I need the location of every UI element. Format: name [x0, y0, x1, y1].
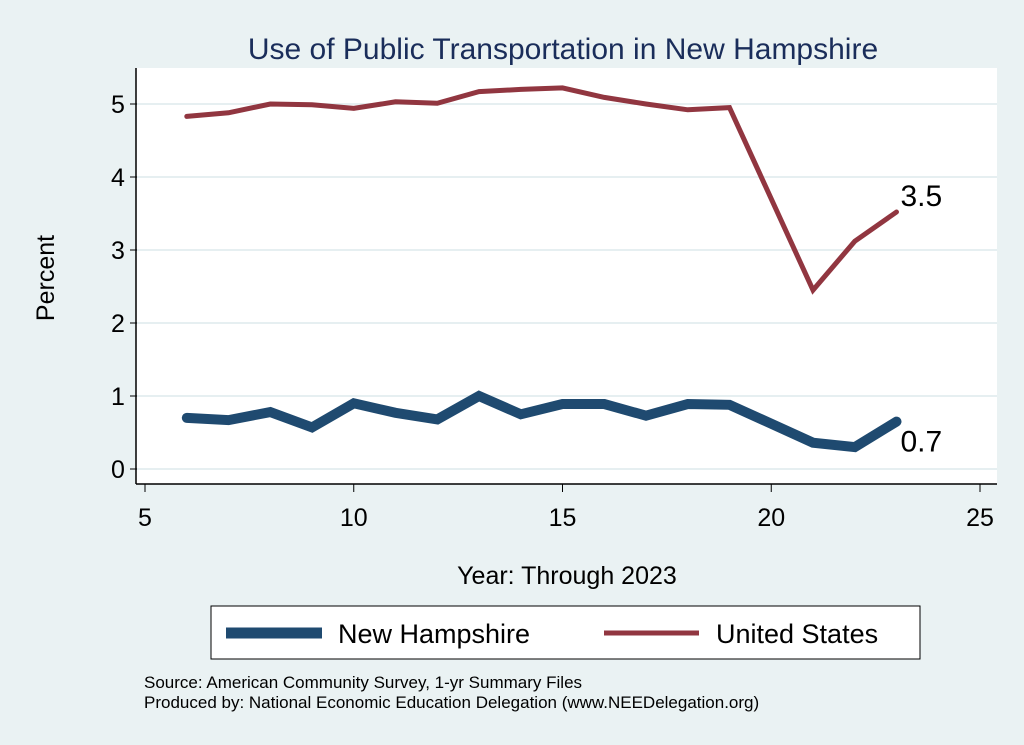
series-lines	[181, 85, 902, 453]
source-note: Source: American Community Survey, 1-yr …	[144, 673, 582, 692]
produced-by-note: Produced by: National Economic Education…	[144, 693, 759, 712]
legend-box	[210, 605, 921, 660]
axes	[135, 68, 997, 485]
x-axis-ticks: 5 10 15 20 25	[138, 484, 994, 532]
legend: New Hampshire United States	[210, 605, 921, 660]
legend-label-new-hampshire: New Hampshire	[338, 619, 530, 649]
x-tick-label-15: 15	[549, 504, 577, 532]
y-tick-label-2: 2	[111, 310, 125, 338]
y-axis-title: Percent	[32, 235, 60, 321]
plot-area	[136, 68, 997, 484]
end-label-united-states: 3.5	[901, 180, 943, 213]
x-axis-title: Year: Through 2023	[457, 562, 677, 590]
y-tick-label-5: 5	[111, 91, 125, 119]
end-label-new-hampshire: 0.7	[901, 426, 943, 459]
y-tick-label-1: 1	[111, 383, 125, 411]
y-tick-label-4: 4	[111, 164, 125, 192]
x-tick-label-25: 25	[966, 504, 994, 532]
x-tick-label-5: 5	[138, 504, 152, 532]
y-axis-ticks: 0 1 2 3 4 5	[111, 91, 137, 484]
y-tick-label-3: 3	[111, 237, 125, 265]
chart-title: Use of Public Transportation in New Hamp…	[248, 33, 878, 66]
x-tick-label-20: 20	[757, 504, 785, 532]
y-tick-label-0: 0	[111, 456, 125, 484]
legend-label-united-states: United States	[716, 619, 878, 649]
end-labels: 0.7 3.5	[901, 180, 943, 459]
x-tick-label-10: 10	[340, 504, 368, 532]
